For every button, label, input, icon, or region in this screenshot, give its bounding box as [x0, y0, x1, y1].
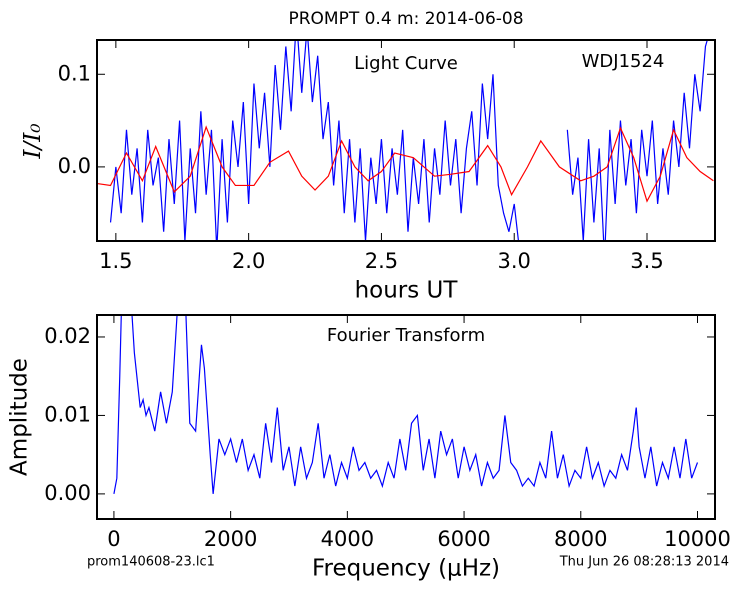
plot-frame — [96, 39, 716, 242]
y-tick-label: 0.02 — [44, 324, 91, 348]
y-tick-label: 0.1 — [58, 61, 91, 85]
x-axis-label: Frequency (μHz) — [312, 556, 500, 582]
x-axis-label: hours UT — [355, 278, 459, 304]
x-tick-label: 2.0 — [232, 249, 265, 273]
x-tick-label: 2.5 — [365, 249, 398, 273]
x-tick-label: 3.0 — [498, 249, 531, 273]
data-line — [113, 315, 699, 494]
y-axis-label: I/I₀ — [20, 123, 46, 159]
x-tick-label: 0 — [107, 527, 120, 551]
x-tick-label: 10000 — [664, 527, 731, 551]
annotation: Fourier Transform — [327, 325, 485, 346]
x-tick-label: 1.5 — [99, 249, 132, 273]
chart-title: PROMPT 0.4 m: 2014-06-08 — [288, 9, 523, 29]
x-tick-label: 8000 — [554, 527, 607, 551]
footer-left: prom140608-23.lc1 — [87, 555, 215, 570]
footer-right: Thu Jun 26 08:28:13 2014 — [559, 555, 729, 570]
plot-frame — [96, 314, 716, 520]
annotation: Light Curve — [354, 53, 458, 74]
y-tick-label: 0.01 — [44, 402, 91, 426]
annotation: WDJ1524 — [582, 51, 665, 72]
y-tick-label: 0.0 — [58, 154, 91, 178]
data-line — [97, 125, 714, 203]
x-tick-label: 6000 — [437, 527, 490, 551]
data-line — [109, 40, 708, 241]
x-tick-label: 3.5 — [630, 249, 663, 273]
y-axis-label: Amplitude — [7, 358, 33, 476]
y-tick-label: 0.00 — [44, 481, 91, 505]
x-tick-label: 4000 — [321, 527, 374, 551]
x-tick-label: 2000 — [204, 527, 257, 551]
